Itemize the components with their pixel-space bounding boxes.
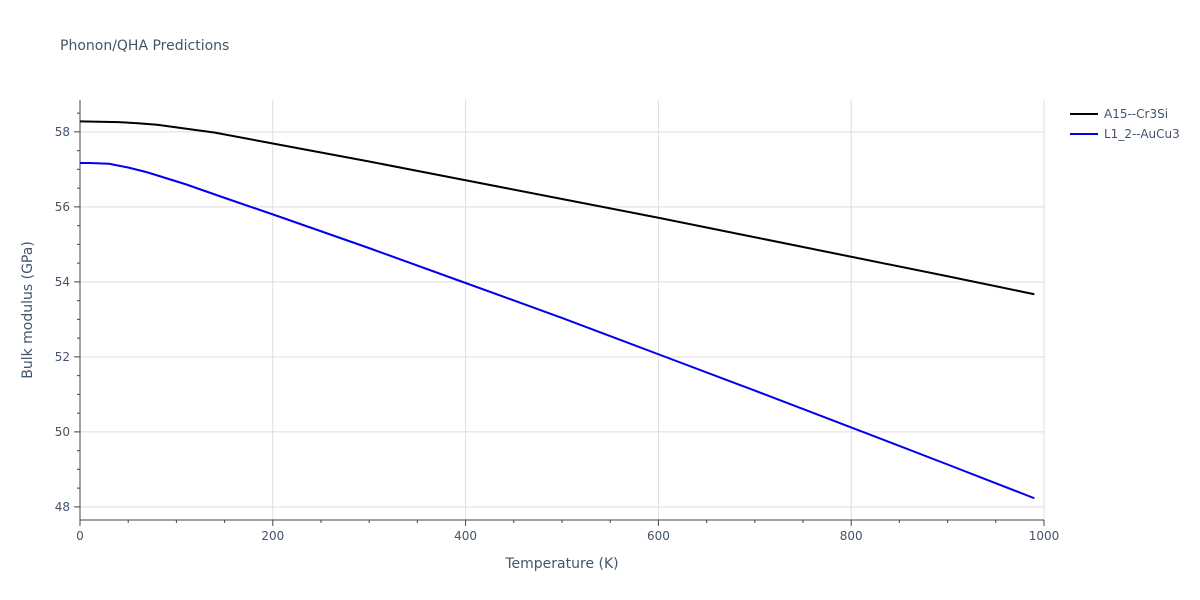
series-line-1 [79, 120, 1035, 296]
x-tick-label: 800 [840, 529, 863, 543]
y-axis-title: Bulk modulus (GPa) [20, 241, 36, 379]
y-tick-label: 48 [55, 500, 70, 514]
axes-layer: 0 200 400 600 800 1000 48 50 52 54 56 58 [55, 100, 1060, 543]
legend: A15--Cr3Si L1_2--AuCu3 [1070, 107, 1180, 141]
series-layer [79, 120, 1035, 500]
x-tick-label: 0 [76, 529, 84, 543]
x-axis-title: Temperature (K) [504, 556, 618, 572]
x-tick-label: 600 [647, 529, 670, 543]
x-tick-label: 400 [454, 529, 477, 543]
chart-title: Phonon/QHA Predictions [60, 38, 229, 54]
y-tick-label: 58 [55, 125, 70, 139]
x-tick-label: 1000 [1029, 529, 1060, 543]
series-line-2 [80, 162, 1035, 500]
y-tick-label: 54 [55, 275, 70, 289]
y-tick-label: 56 [55, 200, 70, 214]
legend-label-2[interactable]: L1_2--AuCu3 [1104, 127, 1180, 141]
y-tick-label: 52 [55, 350, 70, 364]
x-tick-label: 200 [261, 529, 284, 543]
y-tick-label: 50 [55, 425, 70, 439]
legend-label-1[interactable]: A15--Cr3Si [1104, 107, 1168, 121]
grid-layer [80, 100, 1045, 520]
